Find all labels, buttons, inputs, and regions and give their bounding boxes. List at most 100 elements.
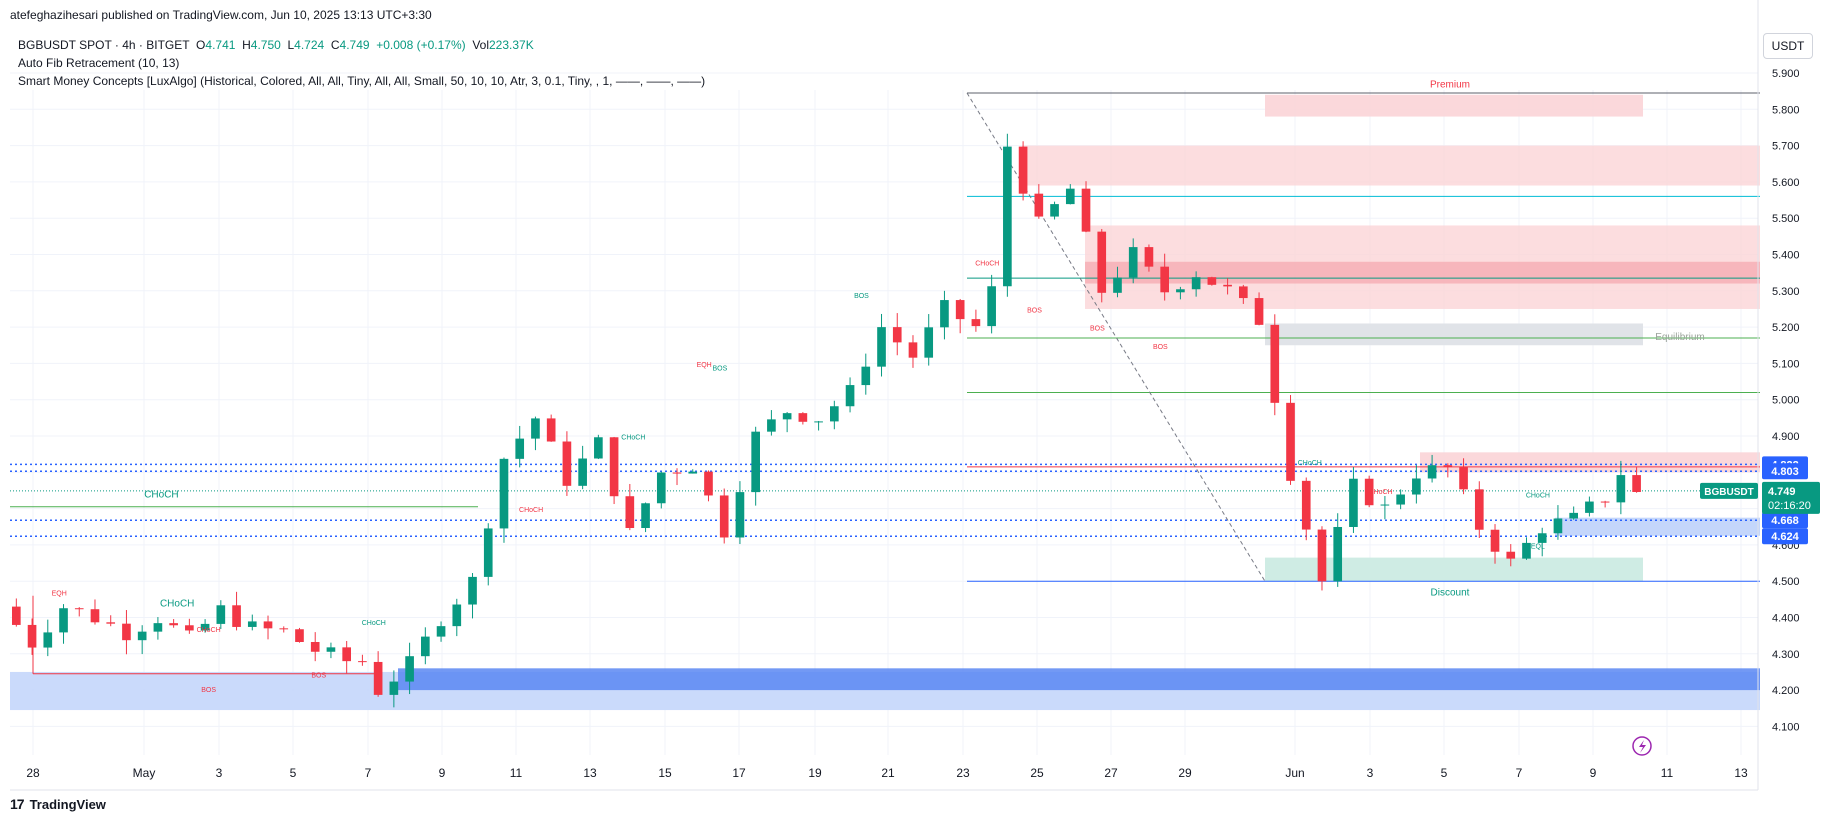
y-tick-label: 4.500	[1772, 576, 1800, 588]
candle-body	[1317, 529, 1327, 582]
smc-zone	[1420, 452, 1760, 473]
price-tag-value: 4.668	[1771, 515, 1799, 527]
candle-body	[295, 629, 304, 642]
candle-body	[358, 661, 367, 663]
y-tick-label: 5.800	[1772, 104, 1800, 116]
candle-body	[1585, 501, 1594, 513]
candle-body	[656, 472, 666, 504]
candle-body	[12, 606, 21, 625]
candle-body	[798, 413, 808, 422]
candle-body	[43, 632, 53, 648]
candle-body	[562, 441, 572, 486]
y-tick-label: 5.500	[1772, 213, 1800, 225]
candle-body	[421, 636, 430, 657]
smc-annotation: CHoCH	[144, 490, 178, 501]
candle-body	[499, 458, 509, 529]
last-price-tag	[1762, 481, 1820, 514]
fib-trend-line	[966, 92, 1266, 582]
indicator-smc[interactable]: Smart Money Concepts [LuxAlgo] (Historic…	[18, 74, 706, 88]
y-tick-label: 4.100	[1772, 721, 1800, 733]
candle-body	[468, 576, 477, 605]
candle-body	[1176, 289, 1185, 293]
smc-annotation: EQL	[1531, 544, 1545, 551]
candle-body	[767, 419, 776, 432]
x-tick-label: 19	[808, 766, 822, 780]
candle-body	[232, 605, 241, 627]
candle-body	[1286, 402, 1295, 481]
smc-zone	[1555, 517, 1760, 536]
candle-body	[247, 621, 257, 627]
candle-body	[625, 496, 635, 529]
candle-body	[1333, 526, 1343, 582]
candle-body	[704, 471, 713, 496]
smc-annotation: BOS	[712, 366, 727, 373]
smc-annotation: CHoCH	[362, 620, 386, 627]
price-tag	[1762, 463, 1808, 480]
candle-body	[672, 472, 682, 474]
candle-body	[216, 605, 226, 624]
candle-body	[1364, 478, 1374, 506]
smc-annotation: BOS	[201, 687, 216, 694]
candle-body	[1034, 193, 1044, 217]
smc-annotation: CHoCH	[519, 507, 543, 514]
smc-annotation: BOS	[854, 293, 869, 300]
bar-countdown: 02:16:20	[1768, 500, 1811, 512]
candle-body	[1050, 204, 1059, 217]
candle-body	[1412, 478, 1421, 495]
high-value: 4.750	[250, 38, 281, 52]
smc-annotation: CHoCH	[975, 260, 999, 267]
x-tick-label: 3	[216, 766, 223, 780]
candle-body	[987, 286, 996, 327]
candle-body	[1459, 467, 1468, 490]
chart-legend: BGBUSDT SPOT · 4h · BITGET O4.741 H4.750…	[18, 36, 705, 90]
symbol-label[interactable]: BGBUSDT SPOT · 4h · BITGET	[18, 38, 190, 52]
candle-body	[1191, 277, 1201, 290]
y-tick-label: 5.100	[1772, 358, 1800, 370]
equilibrium-label: Equilibrium	[1655, 332, 1704, 343]
x-tick-label: 15	[658, 766, 672, 780]
y-tick-label: 5.000	[1772, 395, 1800, 407]
candle-body	[1160, 266, 1169, 293]
candle-body	[373, 661, 383, 695]
candle-body	[1349, 478, 1358, 527]
discount-label: Discount	[1431, 588, 1470, 599]
x-tick-label: May	[133, 766, 156, 780]
tradingview-logo-icon: 17	[10, 796, 25, 812]
candle-body	[200, 623, 210, 631]
smc-zone	[1265, 557, 1643, 582]
last-price-value: 4.749	[1768, 486, 1796, 498]
open-label: O	[196, 38, 206, 52]
x-tick-label: 21	[881, 766, 895, 780]
x-tick-label: 27	[1104, 766, 1118, 780]
price-tag-value: 4.624	[1771, 531, 1799, 543]
candle-body	[1207, 277, 1217, 285]
candle-body	[405, 656, 414, 682]
candle-body	[578, 458, 587, 486]
smc-annotation: BOS	[1153, 344, 1168, 351]
price-tag	[1762, 512, 1808, 529]
candle-body	[719, 495, 729, 538]
x-tick-label: 5	[290, 766, 297, 780]
smc-annotation: EQH	[52, 591, 67, 598]
ohlc-row: BGBUSDT SPOT · 4h · BITGET O4.741 H4.750…	[18, 36, 705, 54]
candle-body	[688, 471, 698, 474]
y-tick-label: 4.900	[1772, 431, 1800, 443]
price-tag-value: 4.803	[1771, 466, 1799, 478]
candle-body	[594, 437, 603, 459]
x-tick-label: 11	[1661, 766, 1674, 780]
candle-body	[892, 327, 902, 343]
y-tick-label: 5.700	[1772, 141, 1800, 153]
candle-body	[971, 319, 981, 327]
smc-annotation: BOS	[1090, 326, 1105, 333]
smc-zone	[1022, 145, 1760, 186]
indicator-fib[interactable]: Auto Fib Retracement (10, 13)	[18, 56, 180, 70]
candle-body	[1396, 494, 1405, 505]
x-tick-label: 23	[956, 766, 970, 780]
currency-button[interactable]: USDT	[1763, 33, 1813, 59]
candle-body	[845, 385, 855, 407]
candle-body	[1506, 551, 1516, 559]
x-tick-label: 11	[510, 766, 523, 780]
candle-body	[531, 418, 540, 439]
volume-label: Vol	[472, 38, 489, 52]
